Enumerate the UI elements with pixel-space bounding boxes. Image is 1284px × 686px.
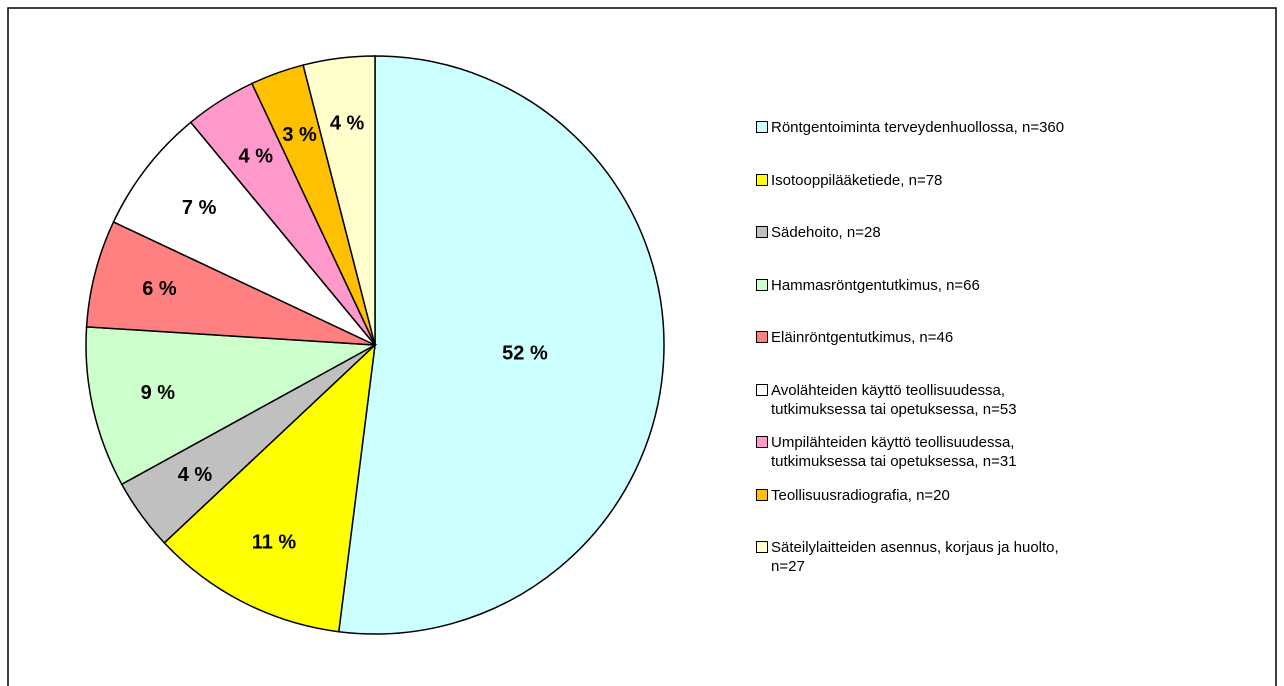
slice-label: 4 % — [239, 145, 274, 167]
legend-swatch — [756, 436, 768, 448]
slice-label: 9 % — [141, 382, 176, 404]
legend-swatch — [756, 278, 768, 291]
legend-item: Röntgentoiminta terveydenhuollossa, n=36… — [756, 118, 1096, 137]
legend-item: Eläinröntgentutkimus, n=46 — [756, 328, 1096, 347]
pie: 52 % 11 % 4 % 9 % 6 % 7 % 4 % 3 % 4 % — [85, 55, 665, 635]
pie-slice — [85, 326, 378, 486]
pie-slice — [163, 343, 377, 633]
legend-swatch — [756, 383, 768, 396]
legend-swatch — [756, 541, 768, 553]
legend-swatch — [756, 226, 768, 238]
legend-item: Avolähteiden käyttö teollisuudessa, tutk… — [756, 381, 1096, 419]
legend-label: Eläinröntgentutkimus, n=46 — [771, 329, 954, 346]
legend-label: Teollisuusradiografia, n=20 — [771, 486, 950, 504]
pie-slice — [337, 55, 665, 635]
slice-label: 11 % — [252, 532, 297, 554]
slice-label: 7 % — [182, 197, 217, 219]
slice-label: 6 % — [142, 278, 177, 300]
legend-item: Säteilylaitteiden asennus, korjaus ja hu… — [756, 538, 1096, 576]
pie-slice — [112, 121, 376, 346]
legend-label: Hammasröntgentutkimus, n=66 — [771, 276, 980, 294]
legend-item: Hammasröntgentutkimus, n=66 — [756, 276, 1096, 295]
legend-item: Isotooppilääketiede, n=78 — [756, 171, 1096, 190]
legend-label: Umpilähteiden käyttö teollisuudessa, tut… — [771, 434, 1017, 470]
legend-swatch — [756, 173, 768, 186]
legend-label: Sädehoito, n=28 — [771, 224, 881, 241]
legend-item: Teollisuusradiografia, n=20 — [756, 486, 1096, 505]
legend-label: Isotooppilääketiede, n=78 — [771, 171, 943, 189]
legend-item: Umpilähteiden käyttö teollisuudessa, tut… — [756, 433, 1096, 471]
legend-label: Avolähteiden käyttö teollisuudessa, tutk… — [771, 381, 1017, 418]
legend-item: Sädehoito, n=28 — [756, 223, 1096, 242]
legend-label: Röntgentoiminta terveydenhuollossa, n=36… — [771, 119, 1065, 136]
pie-slice — [302, 55, 376, 346]
legend-swatch — [756, 488, 768, 501]
legend-label: Säteilylaitteiden asennus, korjaus ja hu… — [771, 539, 1059, 575]
legend-swatch — [756, 331, 768, 343]
slice-label: 4 % — [330, 113, 365, 135]
slice-label: 4 % — [178, 464, 213, 486]
legend-swatch — [756, 121, 768, 133]
slice-label: 3 % — [282, 124, 317, 146]
slice-label: 52 % — [502, 343, 548, 365]
